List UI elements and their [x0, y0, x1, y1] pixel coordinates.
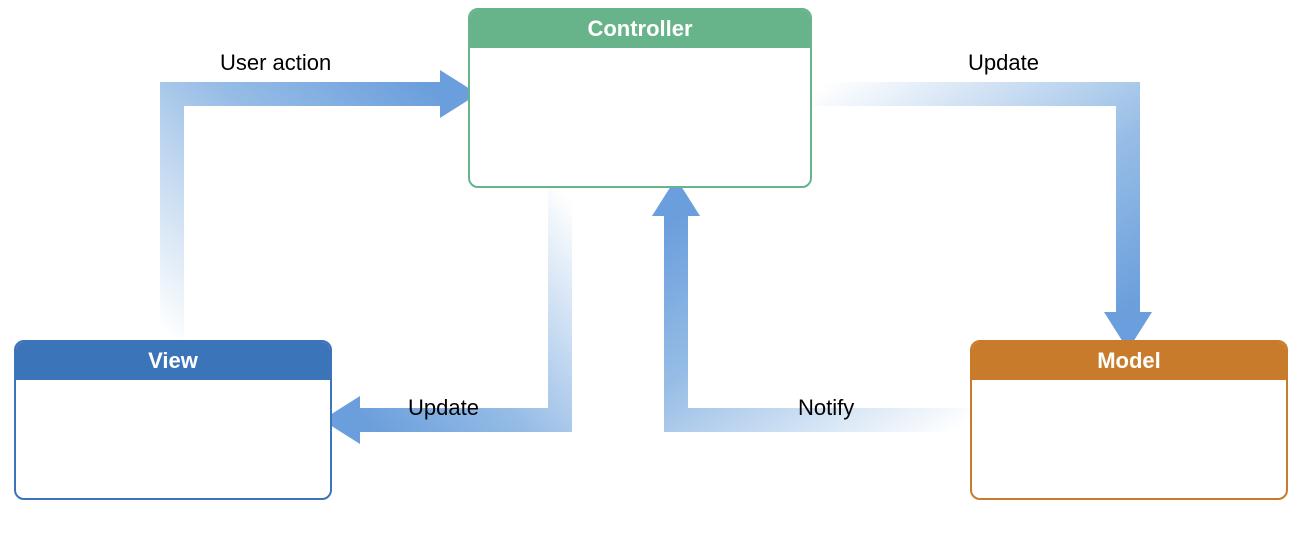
node-controller-header: Controller [470, 10, 810, 48]
edge-label-notify: Notify [798, 395, 854, 421]
edge-label-update-model: Update [968, 50, 1039, 76]
edge-label-update-view: Update [408, 395, 479, 421]
node-model-header: Model [972, 342, 1286, 380]
node-view-header: View [16, 342, 330, 380]
edge-update-model [812, 94, 1152, 350]
edge-notify [652, 178, 970, 420]
edge-user-action [172, 70, 478, 340]
node-controller-label: Controller [587, 16, 692, 41]
edge-label-user-action: User action [220, 50, 331, 76]
node-controller: Controller [468, 8, 812, 188]
node-view-label: View [148, 348, 198, 373]
node-model: Model [970, 340, 1288, 500]
node-view: View [14, 340, 332, 500]
node-model-label: Model [1097, 348, 1161, 373]
